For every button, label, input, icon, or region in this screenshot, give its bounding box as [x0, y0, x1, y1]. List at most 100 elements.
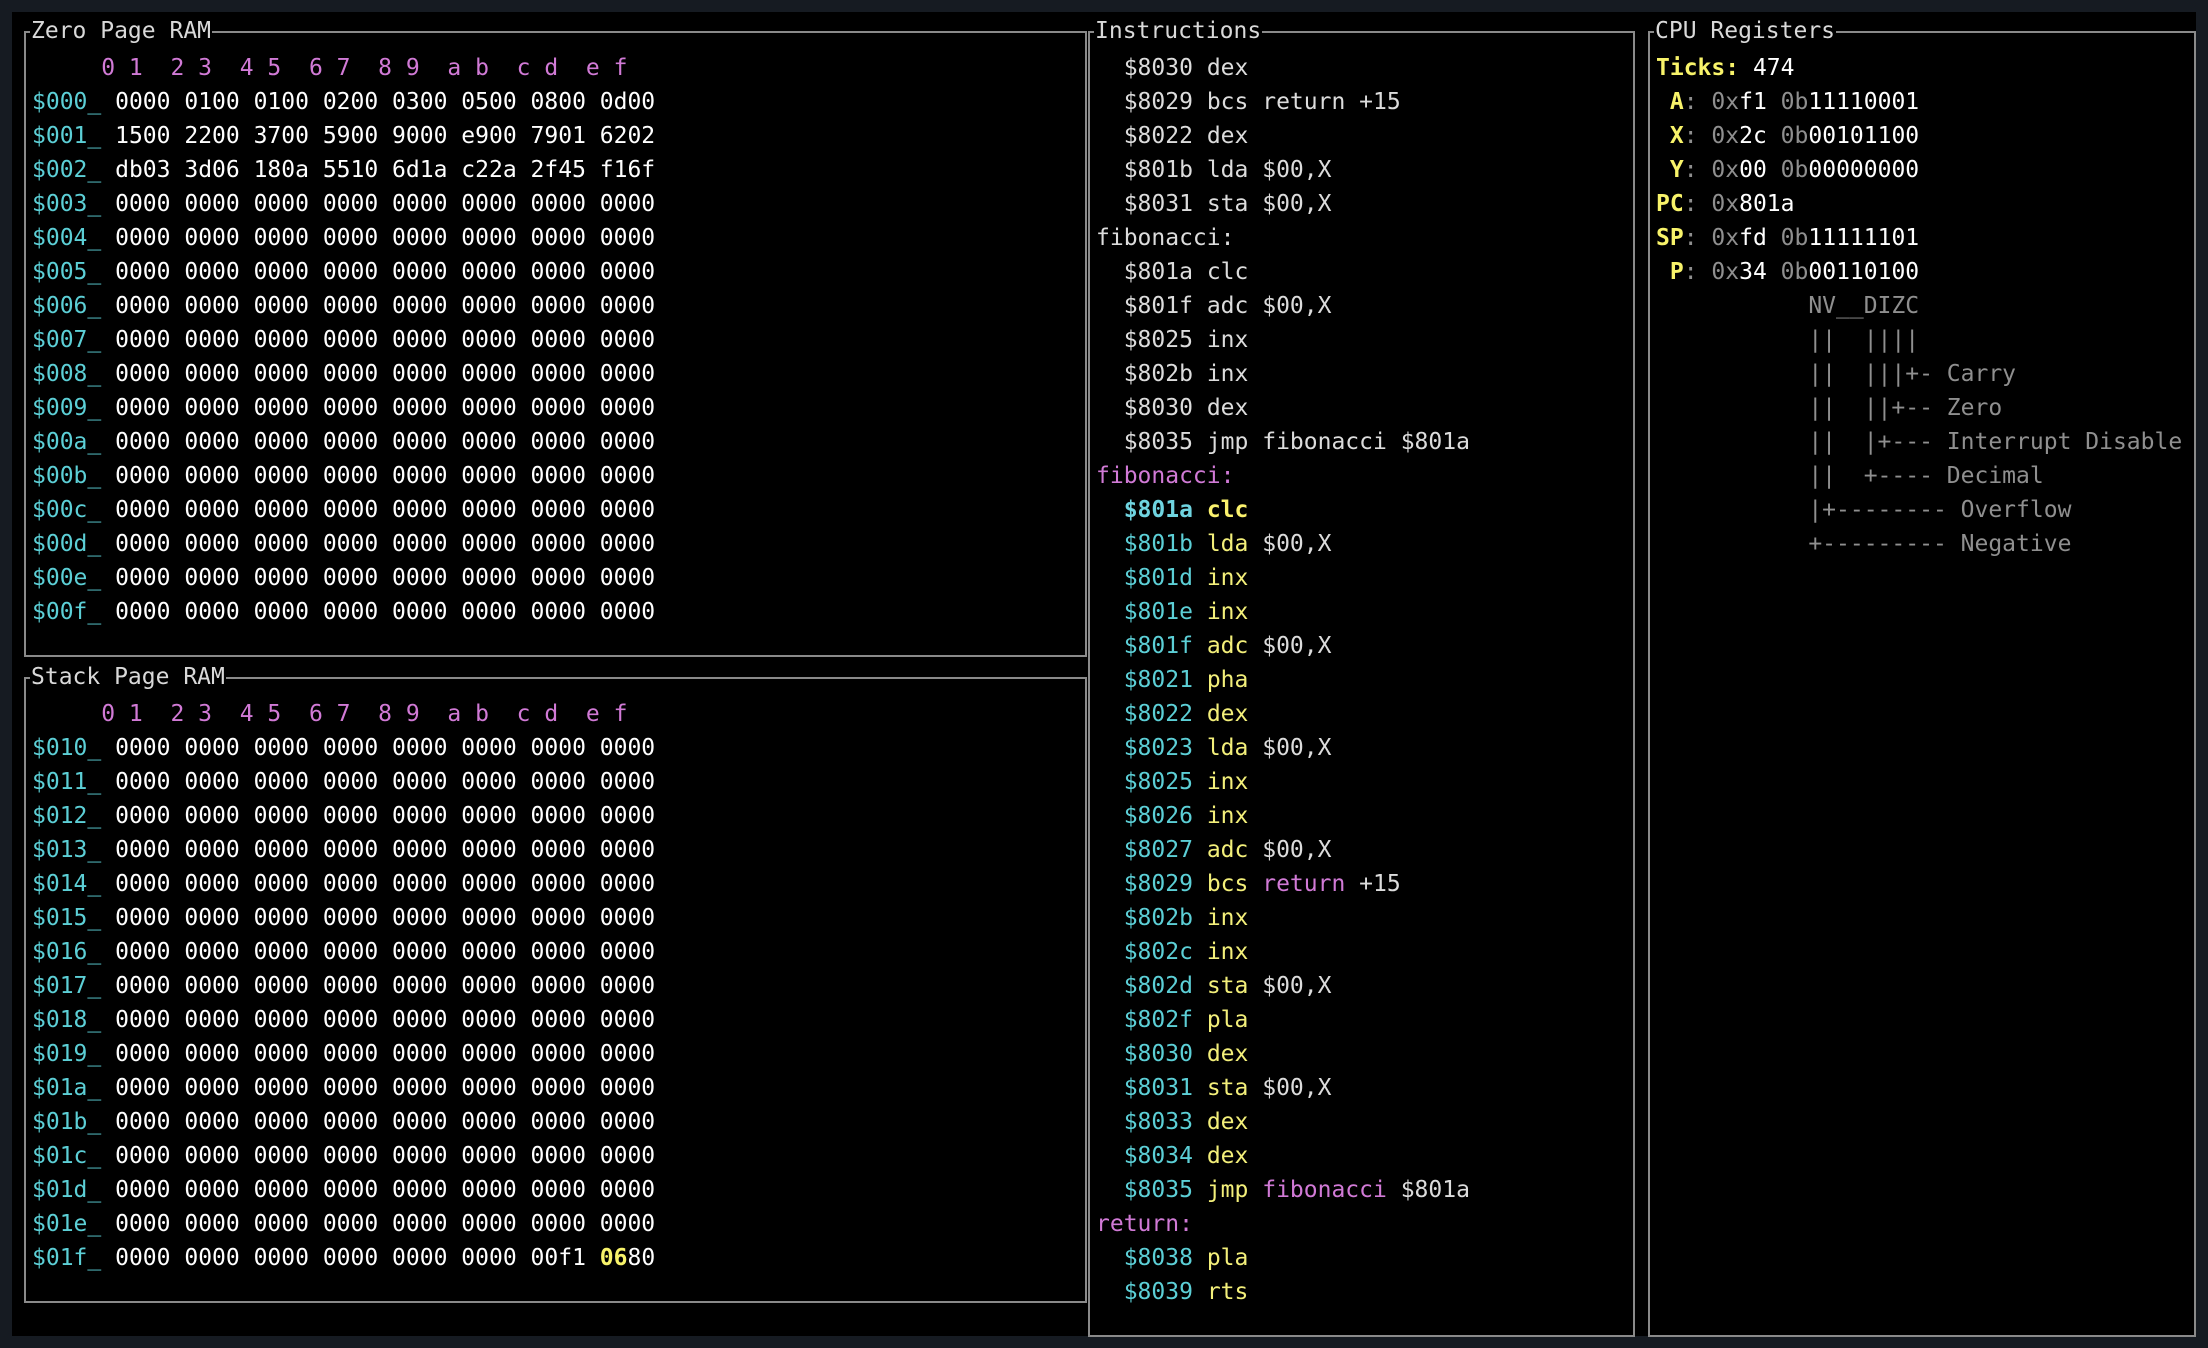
register-hex-value: 34: [1739, 259, 1767, 285]
memory-row-bytes: 0000 0000 0000 0000 0000 0000 0000 0000: [115, 1041, 656, 1067]
instruction-opcode: dex: [1206, 395, 1249, 421]
memory-row: $015_ 0000 0000 0000 0000 0000 0000 0000…: [32, 901, 655, 935]
register-row: P: 0x34 0b00110100: [1656, 255, 2182, 289]
instruction-opcode: sta: [1206, 973, 1249, 999]
memory-row-address: $00a_: [32, 429, 102, 455]
register-hex-value: fd: [1739, 225, 1767, 251]
memory-row-address: $002_: [32, 157, 102, 183]
instruction-address: $8035: [1123, 429, 1193, 455]
flag-diagram-line: || |+--- Interrupt Disable: [1656, 425, 2182, 459]
memory-row: $009_ 0000 0000 0000 0000 0000 0000 0000…: [32, 391, 655, 425]
flag-diagram-line: || ||+-- Zero: [1656, 391, 2182, 425]
memory-row: $00c_ 0000 0000 0000 0000 0000 0000 0000…: [32, 493, 655, 527]
current-instruction: $801a clc: [1096, 493, 1470, 527]
column-header-label: 0 1 2 3 4 5 6 7 8 9 a b c d e f: [32, 701, 628, 727]
current-instruction-address: $801a: [1123, 497, 1193, 523]
memory-row: $013_ 0000 0000 0000 0000 0000 0000 0000…: [32, 833, 655, 867]
zero-page-title: Zero Page RAM: [30, 14, 213, 48]
history-instruction: $8030 dex: [1096, 391, 1470, 425]
history-instruction: $8022 dex: [1096, 119, 1470, 153]
memory-row: $00b_ 0000 0000 0000 0000 0000 0000 0000…: [32, 459, 655, 493]
memory-row-bytes: 0000 0000 0000 0000 0000 0000 0000 0000: [115, 1211, 656, 1237]
memory-row-address: $009_: [32, 395, 102, 421]
instruction-address: $801d: [1123, 565, 1193, 591]
instruction-address: $8035: [1123, 1177, 1193, 1203]
instruction-operand: $00,X: [1262, 531, 1332, 557]
memory-row-address: $010_: [32, 735, 102, 761]
bin-prefix: 0b: [1780, 259, 1809, 285]
memory-row: $011_ 0000 0000 0000 0000 0000 0000 0000…: [32, 765, 655, 799]
memory-row-address: $01f_: [32, 1245, 102, 1271]
program-instruction: $8029 bcs return +15: [1096, 867, 1470, 901]
memory-row-bytes: 0000 0000 0000 0000 0000 0000 0000 0000: [115, 599, 656, 625]
instruction-address: $802f: [1123, 1007, 1193, 1033]
stack-page-ram-panel: Stack Page RAM 0 1 2 3 4 5 6 7 8 9 a b c…: [24, 660, 1087, 1303]
memory-row-address: $018_: [32, 1007, 102, 1033]
stack-pointer-byte: 06: [599, 1245, 628, 1271]
instruction-address: $8023: [1123, 735, 1193, 761]
instruction-address: $8027: [1123, 837, 1193, 863]
instruction-address: $8025: [1123, 327, 1193, 353]
memory-row-bytes: 0000 0000 0000 0000 0000 0000 0000 0000: [115, 905, 656, 931]
program-instruction: $8035 jmp fibonacci $801a: [1096, 1173, 1470, 1207]
instruction-opcode: dex: [1206, 123, 1249, 149]
instruction-operand: $00,X: [1262, 735, 1332, 761]
column-header: 0 1 2 3 4 5 6 7 8 9 a b c d e f: [32, 697, 655, 731]
instruction-address: $802b: [1123, 905, 1193, 931]
register-name: PC: [1656, 191, 1684, 217]
register-colon: :: [1683, 123, 1712, 149]
instruction-address: $8030: [1123, 395, 1193, 421]
instruction-address: $8021: [1123, 667, 1193, 693]
memory-row-address: $00f_: [32, 599, 102, 625]
instruction-address: $8029: [1123, 871, 1193, 897]
program-instruction: $8023 lda $00,X: [1096, 731, 1470, 765]
instruction-address: $8030: [1123, 1041, 1193, 1067]
memory-row-bytes: 0000 0000 0000 0000 0000 0000 0000 0000: [115, 1007, 656, 1033]
memory-row: $012_ 0000 0000 0000 0000 0000 0000 0000…: [32, 799, 655, 833]
memory-row: $01a_ 0000 0000 0000 0000 0000 0000 0000…: [32, 1071, 655, 1105]
column-header-label: 0 1 2 3 4 5 6 7 8 9 a b c d e f: [32, 55, 628, 81]
instruction-address: $8033: [1123, 1109, 1193, 1135]
memory-row-bytes: 0000 0000 0000 0000 0000 0000 0000 0000: [115, 395, 656, 421]
instruction-address: $801b: [1123, 531, 1193, 557]
program-instruction: $802c inx: [1096, 935, 1470, 969]
instruction-address: $8039: [1123, 1279, 1193, 1305]
hex-prefix: 0x: [1711, 89, 1740, 115]
flag-diagram-line: || +---- Decimal: [1656, 459, 2182, 493]
instruction-opcode: adc: [1206, 633, 1249, 659]
memory-row: $017_ 0000 0000 0000 0000 0000 0000 0000…: [32, 969, 655, 1003]
memory-row: $001_ 1500 2200 3700 5900 9000 e900 7901…: [32, 119, 655, 153]
flag-diagram-text: || ||||: [1656, 327, 1920, 353]
instruction-operand: fibonacci $801a: [1262, 429, 1470, 455]
memory-row: $014_ 0000 0000 0000 0000 0000 0000 0000…: [32, 867, 655, 901]
memory-row: $005_ 0000 0000 0000 0000 0000 0000 0000…: [32, 255, 655, 289]
instruction-opcode: lda: [1206, 157, 1249, 183]
memory-row-address: $01b_: [32, 1109, 102, 1135]
cpu-registers-panel: CPU Registers Ticks: 474 A: 0xf1 0b11110…: [1648, 14, 2196, 1337]
memory-row: $016_ 0000 0000 0000 0000 0000 0000 0000…: [32, 935, 655, 969]
flag-diagram-line: +--------- Negative: [1656, 527, 2182, 561]
memory-row-bytes: 0000 0000 0000 0000 0000 0000 0000 0000: [115, 735, 656, 761]
memory-row-bytes: 0000 0000 0000 0000 0000 0000 0000 0000: [115, 565, 656, 591]
instruction-address: $8030: [1123, 55, 1193, 81]
history-instruction: $801a clc: [1096, 255, 1470, 289]
flag-diagram-text: NV__DIZC: [1656, 293, 1920, 319]
register-colon: :: [1683, 157, 1712, 183]
memory-row-address: $013_: [32, 837, 102, 863]
memory-row-address: $006_: [32, 293, 102, 319]
memory-row-address: $011_: [32, 769, 102, 795]
program-instruction: $8022 dex: [1096, 697, 1470, 731]
flag-diagram-text: || ||+-- Zero: [1656, 395, 2003, 421]
memory-row-address: $01e_: [32, 1211, 102, 1237]
program-instruction: $801d inx: [1096, 561, 1470, 595]
hex-prefix: 0x: [1711, 259, 1740, 285]
instruction-opcode: inx: [1206, 565, 1249, 591]
instruction-opcode: dex: [1206, 1109, 1249, 1135]
history-instruction: $8029 bcs return +15: [1096, 85, 1470, 119]
instruction-address: $8022: [1123, 701, 1193, 727]
memory-row: $01c_ 0000 0000 0000 0000 0000 0000 0000…: [32, 1139, 655, 1173]
instruction-address: $801f: [1123, 633, 1193, 659]
flag-diagram-text: || |||+- Carry: [1656, 361, 2017, 387]
bin-prefix: 0b: [1780, 123, 1809, 149]
instruction-opcode: jmp: [1206, 429, 1249, 455]
